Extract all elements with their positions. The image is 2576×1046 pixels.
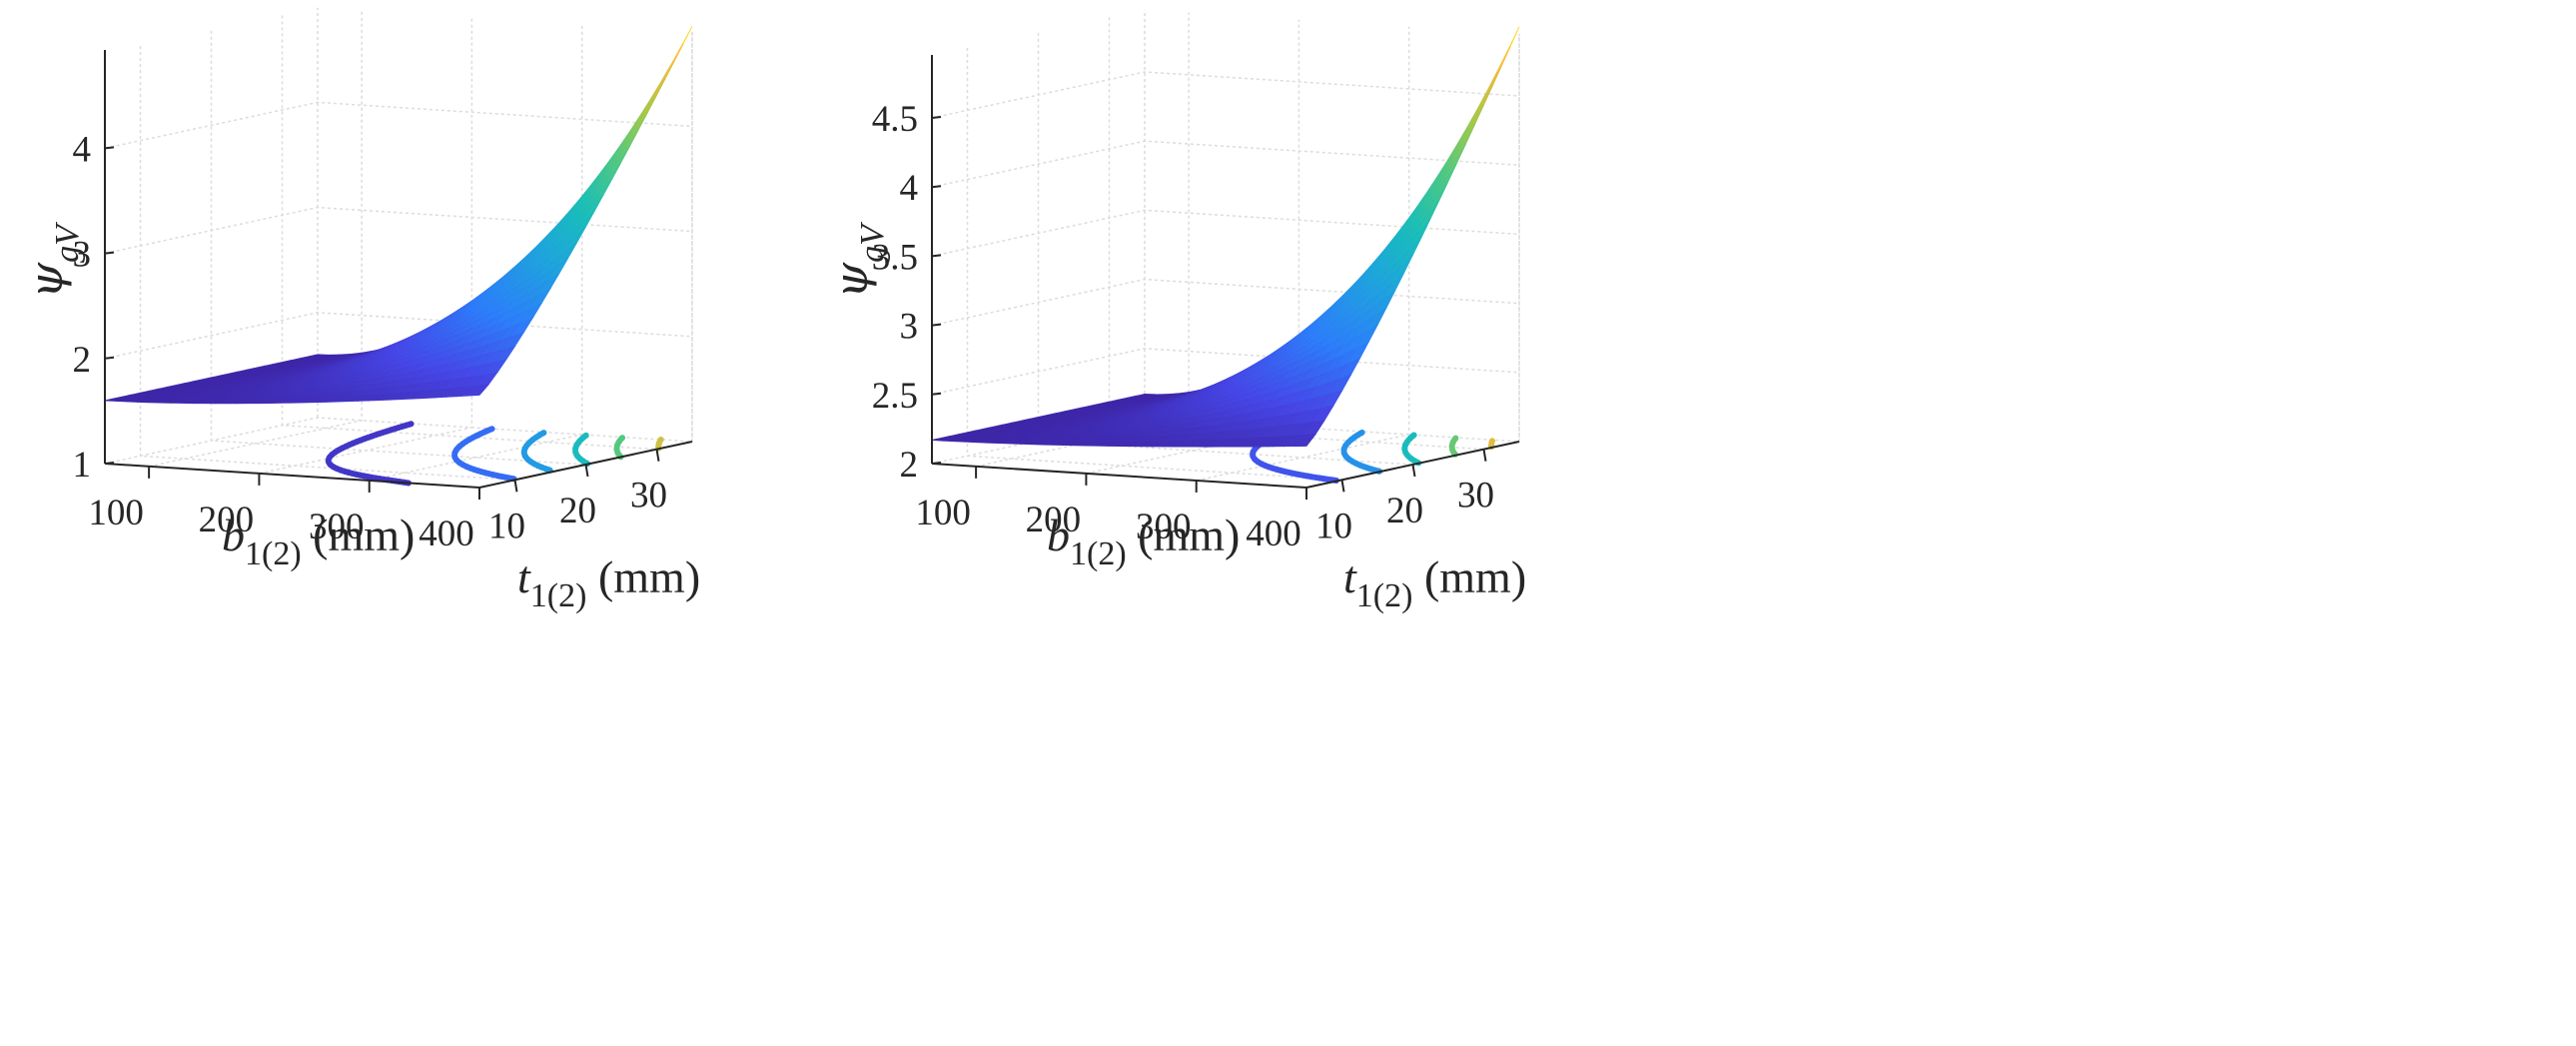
z-gridline [931, 140, 1520, 188]
y-gridline [966, 48, 1342, 482]
y-gridline [139, 46, 515, 482]
y-tick-label: 10 [488, 506, 525, 546]
x-tick-label: 200 [1026, 500, 1082, 540]
x-axis-line [931, 463, 1307, 489]
y-tick-label: 20 [559, 491, 596, 531]
contour-line [613, 434, 626, 461]
z-tick-label: 2 [900, 445, 919, 486]
y-tick-label: 30 [1457, 476, 1494, 517]
x-tick-label: 300 [1136, 507, 1192, 547]
z-tick [931, 116, 942, 119]
z-axis-title: ψgV [824, 221, 891, 299]
z-tick [104, 251, 115, 255]
z-tick-label: 1 [73, 445, 92, 486]
z-gridline [931, 278, 1520, 327]
x-tick-label: 100 [88, 493, 144, 533]
z-gridline [104, 206, 693, 255]
z-tick [104, 462, 115, 465]
z-gridline [931, 71, 1520, 119]
x-gridline [369, 24, 583, 482]
y-tick-label: 30 [630, 476, 667, 517]
contour-line [1340, 429, 1383, 475]
surface-patch [1454, 124, 1476, 161]
x-tick-label: 400 [1246, 514, 1301, 554]
surface-patch [1294, 434, 1316, 448]
z-tick-label: 3 [73, 235, 92, 276]
z-tick-label: 4 [900, 168, 919, 209]
surface-patch [466, 384, 489, 397]
contour-line [655, 436, 664, 452]
y-tick-label: 20 [1386, 491, 1423, 531]
y-tick [1482, 449, 1487, 462]
z-tick [931, 254, 942, 258]
grid-lines [104, 7, 693, 489]
x-tick-label: 200 [199, 500, 255, 540]
y-tick [655, 449, 660, 462]
contour-line [1401, 432, 1422, 467]
y-tick-label: 10 [1315, 506, 1352, 546]
axes: 2 2.5 3 3.5 4 4.5 100 200 300 400 10 20 30 b1(2) (mm)… [824, 55, 1526, 614]
y-tick [513, 480, 518, 493]
floor-contours [325, 421, 664, 487]
x-gridline [1305, 33, 1520, 489]
z-tick-label: 3 [900, 307, 919, 348]
axes: 1 2 3 4 100 200 300 400 10 20 30 b1(2) (mm) t1(2) (m… [19, 50, 700, 614]
z-tick [931, 392, 942, 396]
x-gridline [148, 10, 363, 468]
y-tick [1411, 464, 1416, 478]
z-tick-label: 3.5 [872, 237, 918, 278]
contour-line [451, 426, 517, 483]
z-gridline [104, 101, 693, 150]
z-tick-label: 2 [73, 340, 92, 381]
y-axis-title: t1(2) (mm) [1343, 551, 1526, 614]
x-gridline [478, 31, 693, 489]
x-axis-title: b1(2) (mm) [222, 510, 415, 572]
z-tick [104, 356, 115, 360]
x-axis-title: b1(2) (mm) [1047, 510, 1240, 572]
z-gridline [104, 312, 693, 360]
z-axis-title: ψgV [19, 221, 86, 299]
contour-line [520, 429, 553, 474]
y-tick [584, 464, 589, 478]
z-tick [931, 323, 942, 327]
contour-line [1488, 437, 1496, 451]
z-tick-label: 4.5 [872, 99, 918, 140]
surface-mesh [931, 26, 1520, 448]
x-gridline [259, 17, 473, 475]
x-tick-label: 300 [309, 507, 365, 547]
x-axis-line [104, 463, 480, 489]
y-tick [1340, 480, 1345, 493]
z-tick-label: 2.5 [872, 376, 918, 417]
z-tick [931, 462, 942, 465]
x-tick-label: 400 [419, 514, 474, 554]
y-gridline [210, 30, 586, 466]
z-tick [931, 185, 942, 189]
right-surface-plot: 2 2.5 3 3.5 4 4.5 100 200 300 400 10 20 30 b1(2) (mm)… [824, 9, 1526, 614]
contour-line [1448, 434, 1459, 458]
left-surface-plot: 1 2 3 4 100 200 300 400 10 20 30 b1(2) (mm) t1(2) (m… [19, 7, 700, 614]
contour-line [325, 421, 416, 487]
z-gridline [931, 209, 1520, 258]
y-axis-title: t1(2) (mm) [517, 551, 700, 614]
z-tick-label: 4 [73, 129, 92, 170]
contour-line [572, 432, 591, 468]
z-gridline [931, 348, 1520, 396]
z-tick [104, 146, 115, 150]
surface-mesh [104, 26, 693, 405]
x-tick-label: 100 [915, 493, 971, 533]
